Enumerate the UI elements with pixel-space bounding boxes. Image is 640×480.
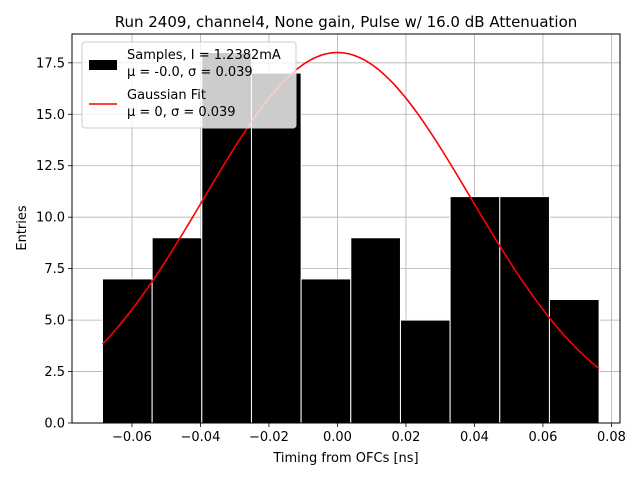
histogram-bar	[151, 237, 203, 424]
histogram-bar	[399, 319, 451, 424]
y-tick-label: 15.0	[36, 108, 65, 123]
histogram-bar	[101, 278, 153, 424]
fit-curve-group	[101, 51, 600, 370]
plot-frame	[71, 33, 621, 424]
y-tick-label: 10.0	[36, 211, 65, 226]
x-axis-label: Timing from OFCs [ns]	[272, 451, 418, 466]
legend-fit-label: Gaussian Fit	[127, 88, 206, 103]
gaussian-fit-curve	[101, 51, 600, 370]
y-tick-label: 17.5	[36, 56, 65, 71]
x-tick-label: 0.08	[597, 430, 626, 445]
y-tick-label: 0.0	[44, 417, 65, 432]
x-tick-label: −0.02	[249, 430, 289, 445]
chart-title: Run 2409, channel4, None gain, Pulse w/ …	[115, 13, 578, 31]
legend-box	[81, 41, 297, 129]
histogram-bar	[449, 196, 501, 424]
legend-fit-stats: μ = 0, σ = 0.039	[127, 105, 236, 120]
histogram-bar	[499, 196, 550, 424]
x-tick-label: 0.00	[323, 430, 352, 445]
y-tick-label: 12.5	[36, 159, 65, 174]
histogram-bar	[548, 299, 600, 424]
histogram-bar	[350, 237, 401, 424]
legend-samples-swatch	[89, 60, 117, 70]
histogram-bar	[300, 278, 352, 424]
x-tick-label: 0.04	[460, 430, 489, 445]
x-axis-ticks: −0.06 −0.04 −0.02 0.00 0.02 0.04 0.06 0.08	[112, 423, 626, 445]
y-axis-ticks: 0.0 2.5 5.0 7.5 10.0 12.5 15.0 17.5	[36, 56, 72, 432]
histogram-bar	[250, 72, 302, 424]
legend-samples-label: Samples, I = 1.2382mA	[127, 48, 281, 63]
x-tick-label: 0.06	[528, 430, 557, 445]
y-tick-label: 2.5	[44, 365, 65, 380]
x-tick-label: −0.06	[112, 430, 152, 445]
y-tick-label: 7.5	[44, 262, 65, 277]
legend: Samples, I = 1.2382mA μ = -0.0, σ = 0.03…	[81, 41, 297, 129]
y-axis-label: Entries	[15, 205, 30, 251]
legend-samples-stats: μ = -0.0, σ = 0.039	[127, 65, 253, 80]
x-tick-label: 0.02	[391, 430, 420, 445]
x-tick-label: −0.04	[181, 430, 221, 445]
y-tick-label: 5.0	[44, 314, 65, 329]
